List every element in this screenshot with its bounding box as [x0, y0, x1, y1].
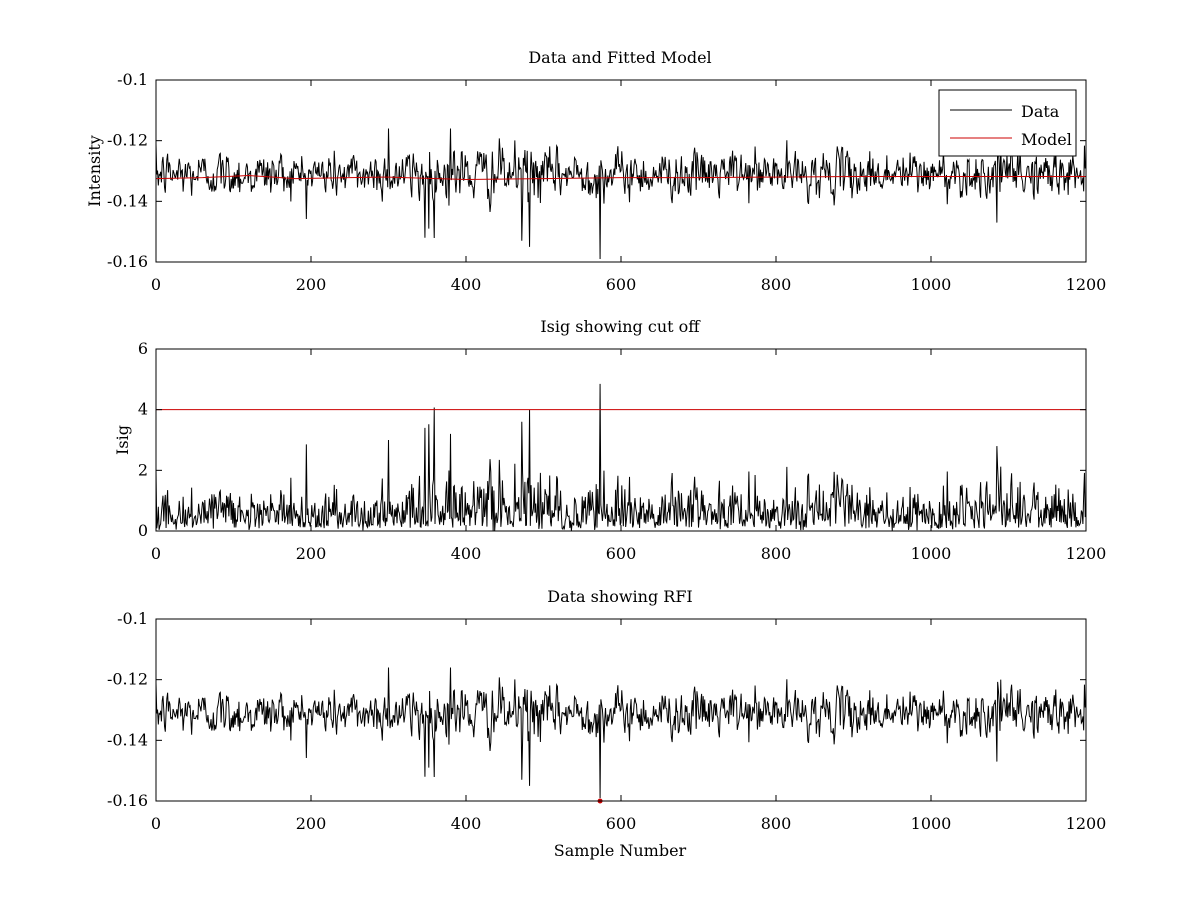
x-axis-label: Sample Number [554, 841, 687, 860]
y-axis-label: Isig [113, 425, 132, 455]
legend-entry-data: Data [1021, 102, 1060, 121]
y-axis-label: Intensity [85, 135, 104, 207]
x-tick-label: 400 [451, 544, 482, 563]
y-tick-label: 2 [138, 460, 148, 479]
x-tick-label: 600 [606, 275, 637, 294]
panel-isig-showing-cut-off: Isig showing cut off Isig 0 200 400 600 800 1… [113, 317, 1106, 563]
panel-title: Data and Fitted Model [528, 48, 711, 67]
x-tick-label: 1000 [911, 275, 952, 294]
model-series-line [155, 175, 1086, 180]
x-tick-label: 200 [296, 544, 327, 563]
y-tick-label: 6 [138, 339, 148, 358]
panel-data-and-fitted-model: Data and Fitted Model Intensity 0 200 400 6… [85, 48, 1106, 294]
panel-title: Data showing RFI [547, 587, 692, 606]
legend: Data Model [938, 89, 1077, 157]
x-tick-label: 800 [761, 544, 792, 563]
x-tick-label: 600 [606, 544, 637, 563]
panel-data-showing-rfi: Data showing RFI 0 200 400 600 800 1000 1200 -0… [107, 587, 1106, 860]
x-tick-label: 0 [151, 275, 161, 294]
x-tick-label: 400 [451, 814, 482, 833]
x-tick-label: 400 [451, 275, 482, 294]
x-tick-label: 0 [151, 544, 161, 563]
x-tick-label: 800 [761, 814, 792, 833]
y-tick-label: -0.1 [117, 609, 148, 628]
y-tick-label: -0.1 [117, 70, 148, 89]
series-layer [155, 128, 1086, 259]
x-tick-label: 1000 [911, 814, 952, 833]
x-tick-label: 800 [761, 275, 792, 294]
y-tick-label: 4 [138, 400, 148, 419]
panel-title: Isig showing cut off [540, 317, 701, 336]
x-tick-label: 0 [151, 814, 161, 833]
x-tick-label: 1000 [911, 544, 952, 563]
y-tick-label: -0.12 [107, 670, 148, 689]
y-tick-label: -0.14 [107, 191, 148, 210]
x-tick-label: 1200 [1066, 814, 1107, 833]
ticks-layer: 0 200 400 600 800 1000 1200 -0.16 -0.14 -0.12 -0.1 [107, 70, 1106, 294]
series-layer [155, 383, 1086, 531]
ticks-layer: 0 200 400 600 800 1000 1200 -0.16 -0.14 -0.12 -0.1 [107, 609, 1106, 833]
y-tick-label: 0 [138, 521, 148, 540]
y-tick-label: -0.12 [107, 131, 148, 150]
x-tick-label: 200 [296, 814, 327, 833]
y-tick-label: -0.16 [107, 252, 148, 271]
legend-box [938, 89, 1077, 157]
rfi-data-series-line [155, 667, 1086, 798]
x-tick-label: 1200 [1066, 275, 1107, 294]
x-tick-label: 200 [296, 275, 327, 294]
x-tick-label: 1200 [1066, 544, 1107, 563]
y-tick-label: -0.14 [107, 730, 148, 749]
ticks-layer: 0 200 400 600 800 1000 1200 0 2 4 6 [138, 339, 1107, 563]
x-tick-label: 600 [606, 814, 637, 833]
data-series-line [155, 128, 1086, 259]
y-tick-label: -0.16 [107, 791, 148, 810]
legend-entry-model: Model [1021, 130, 1072, 149]
isig-series-line [155, 383, 1086, 531]
